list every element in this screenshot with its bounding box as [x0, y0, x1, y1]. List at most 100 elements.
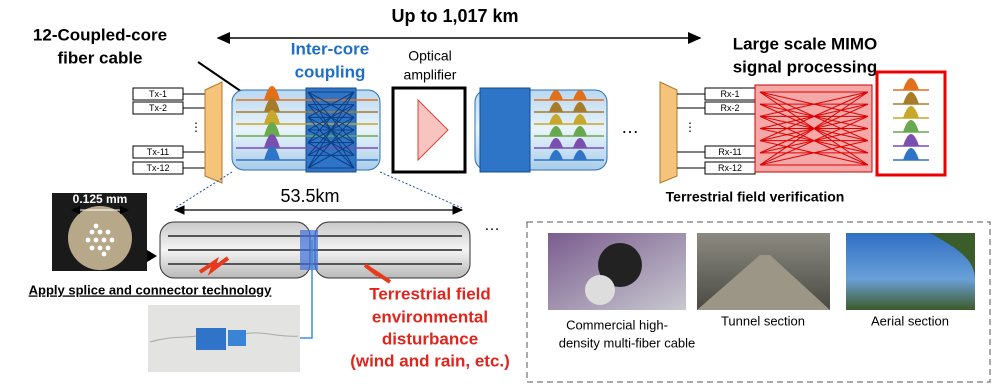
rx-label: Rx-1 [720, 89, 739, 99]
mesh-line [307, 91, 355, 144]
tx-label: Tx-1 [149, 89, 167, 99]
amplifier-label: amplifier [404, 67, 457, 83]
peak [264, 146, 280, 160]
connector [228, 330, 246, 346]
mode-peaks [534, 90, 604, 161]
splice-label: Apply splice and connector technology [29, 282, 272, 297]
peak [573, 102, 587, 112]
peak [264, 122, 280, 136]
tx-group: Tx-1 Tx-2 ⋮ Tx-11 Tx-12 [132, 81, 223, 184]
cable-label: fiber cable [57, 48, 142, 67]
mesh-line [307, 91, 355, 169]
core [89, 229, 95, 235]
connector [196, 328, 226, 350]
mesh-line [759, 91, 869, 142]
vdots: ⋮ [684, 120, 696, 134]
photo-caption: density multi-fiber cable [559, 335, 696, 350]
core [101, 251, 107, 257]
cores [85, 223, 115, 257]
mesh-line [307, 116, 355, 169]
mesh-line [759, 91, 869, 166]
span-label: 53.5km [280, 186, 339, 206]
verification-title: Terrestrial field verification [666, 189, 845, 205]
tx-label: Tx-2 [149, 103, 167, 113]
peak [903, 148, 919, 160]
peak [903, 106, 919, 118]
rx-label: Rx-2 [720, 103, 739, 113]
core [93, 223, 99, 229]
peak [264, 134, 280, 148]
mimo-mesh [759, 91, 869, 166]
pointer [147, 250, 157, 262]
distance-label: Up to 1,017 km [391, 6, 518, 26]
demux [659, 81, 678, 184]
peak [549, 102, 563, 112]
rx-lines [677, 93, 705, 169]
mesh-line [759, 91, 869, 117]
cable-inset [585, 275, 615, 305]
zoom-line [174, 171, 233, 209]
peak [573, 126, 587, 136]
peak [549, 90, 563, 100]
core [101, 237, 107, 243]
verification-box [526, 221, 991, 383]
fiber-endface [68, 206, 132, 270]
splice-point [300, 230, 318, 270]
coupling-label: Inter-core [291, 39, 369, 58]
disturbance-label: disturbance [382, 329, 478, 348]
core [85, 237, 91, 243]
peak [903, 92, 919, 104]
connector-pointer [300, 240, 313, 339]
cable-drawing: … [159, 217, 500, 284]
core [105, 229, 111, 235]
disturbance-label: Terrestrial field [369, 284, 491, 303]
peak [573, 150, 587, 160]
peak [573, 114, 587, 124]
cable-label: 12-Coupled-core [33, 25, 167, 44]
connector-fiber [149, 332, 299, 343]
ellipsis: … [484, 217, 500, 234]
rx-label: Rx-11 [718, 147, 741, 157]
mimo-label: signal processing [733, 57, 878, 76]
disturbance-icon [198, 256, 392, 284]
zoom-line [379, 171, 463, 209]
coupling-label: coupling [295, 62, 366, 81]
mesh-line [759, 115, 869, 166]
rx-group: ⋮ Rx-1 Rx-2 Rx-11 Rx-12 [659, 81, 756, 184]
disturbance-label: environmental [372, 307, 488, 326]
peak [573, 138, 587, 148]
tx-label: Tx-11 [147, 147, 169, 157]
coupling-block [479, 87, 531, 173]
pointer [197, 61, 243, 93]
tx-label: Tx-12 [146, 163, 169, 173]
peak [573, 90, 587, 100]
disturbance-label: (wind and rain, etc.) [350, 351, 510, 370]
mux [204, 81, 223, 184]
photo-caption: Commercial high- [566, 317, 668, 332]
peak [264, 98, 280, 112]
peak [549, 126, 563, 136]
output-peaks [893, 78, 929, 161]
diameter-label: 0.125 mm [73, 192, 128, 206]
photo-caption: Aerial section [871, 313, 949, 328]
mesh-line [307, 142, 355, 169]
rx-label: Rx-12 [718, 163, 742, 173]
core [105, 245, 111, 251]
peak [549, 138, 563, 148]
peak [903, 78, 919, 90]
peak [264, 110, 280, 124]
ellipsis: … [621, 117, 639, 137]
core [97, 245, 103, 251]
mesh-line [307, 91, 355, 118]
core [93, 237, 99, 243]
vdots: ⋮ [190, 120, 202, 134]
tx-lines [183, 93, 205, 169]
peak [549, 150, 563, 160]
cable-cross-section [598, 243, 642, 287]
aerial-trees [930, 233, 975, 280]
tunnel-floor [697, 255, 830, 310]
core [109, 237, 115, 243]
peak [549, 114, 563, 124]
